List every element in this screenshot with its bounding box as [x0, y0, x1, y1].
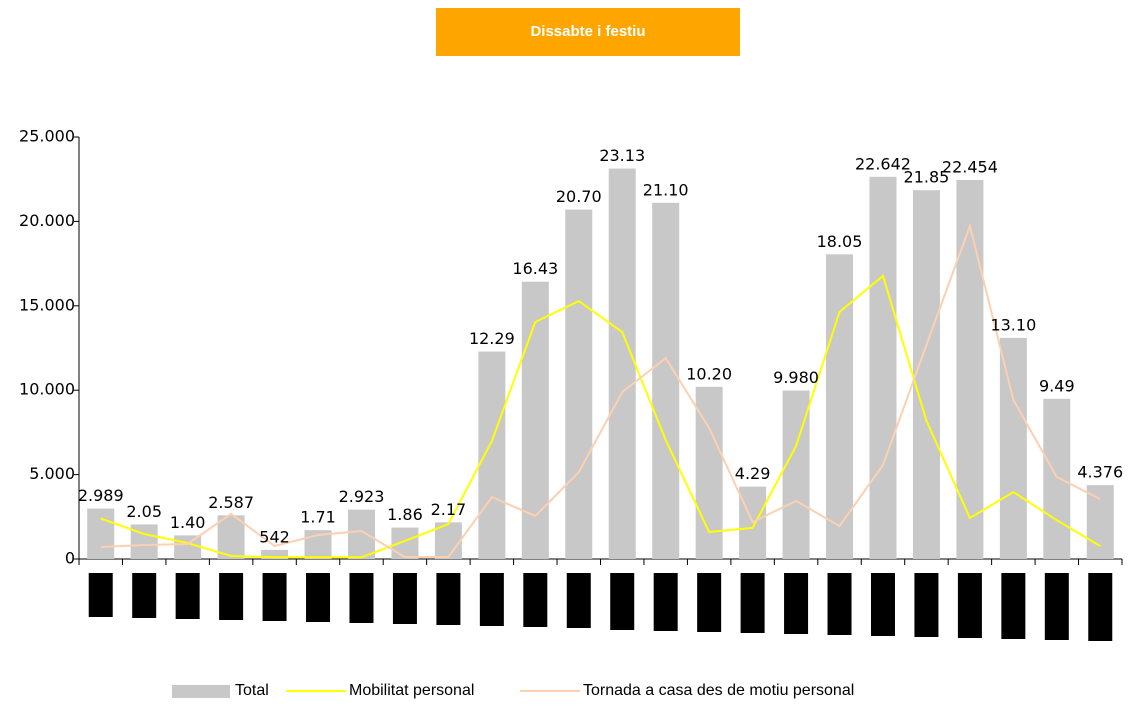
data-label: 1.71 — [300, 508, 336, 527]
bar — [174, 535, 202, 559]
data-label: 9.49 — [1039, 376, 1075, 395]
bar — [347, 509, 375, 559]
bar — [261, 549, 289, 559]
legend-label: Mobilitat personal — [349, 682, 474, 699]
bar — [956, 179, 984, 559]
data-label: 10.20 — [686, 364, 732, 383]
x-tick-label-block — [349, 573, 374, 623]
bar — [912, 190, 940, 559]
data-label: 21.85 — [904, 168, 950, 187]
x-tick-label-block — [1001, 573, 1026, 639]
bar — [565, 209, 593, 560]
x-tick-label-block — [566, 573, 591, 628]
x-tick-label-block — [610, 573, 635, 630]
data-label: 9.980 — [773, 368, 819, 387]
x-tick-label-block — [697, 573, 722, 632]
legend-swatch — [172, 685, 230, 698]
x-tick-label-block — [88, 573, 113, 617]
x-tick-label-block — [175, 573, 200, 619]
x-tick-label-block — [262, 573, 287, 621]
data-label: 2.17 — [431, 500, 467, 519]
bar — [87, 508, 115, 559]
x-tick-label-block — [957, 573, 982, 638]
data-label: 4.376 — [1077, 463, 1123, 482]
x-tick-label-block — [479, 573, 504, 626]
data-label: 1.40 — [170, 513, 206, 532]
x-tick-label-block — [1044, 573, 1069, 640]
x-tick-label-block — [219, 573, 244, 620]
data-label: 13.10 — [990, 315, 1036, 334]
data-label: 16.43 — [512, 259, 558, 278]
x-tick-label-block — [740, 573, 765, 633]
x-tick-label-block — [870, 573, 895, 636]
x-tick-label-block — [436, 573, 461, 625]
x-tick-label-block — [914, 573, 939, 637]
x-tick-label-block — [1088, 573, 1113, 641]
bar — [1043, 398, 1071, 559]
bar — [652, 202, 680, 559]
y-tick-label: 15.000 — [19, 295, 75, 314]
bar — [869, 176, 897, 559]
bar — [478, 351, 506, 559]
data-label: 18.05 — [817, 232, 863, 251]
bar — [999, 337, 1027, 559]
x-tick-label-block — [306, 573, 331, 622]
x-tick-label-block — [392, 573, 417, 624]
data-label: 22.642 — [855, 154, 911, 173]
bar — [1086, 485, 1114, 559]
x-tick-label-block — [523, 573, 548, 627]
bar — [391, 527, 419, 559]
y-tick-label: 0 — [65, 549, 75, 568]
line — [100, 222, 1101, 558]
title-box — [436, 8, 740, 56]
y-tick-label: 5.000 — [29, 464, 75, 483]
data-label: 23.13 — [599, 146, 645, 165]
data-label: 22.454 — [942, 157, 998, 176]
bar — [217, 515, 245, 559]
data-label: 4.29 — [735, 464, 771, 483]
data-label: 2.989 — [78, 486, 124, 505]
y-tick-label: 10.000 — [19, 380, 75, 399]
x-tick-label-block — [827, 573, 852, 635]
data-label: 20.70 — [556, 187, 602, 206]
line — [100, 274, 1101, 559]
x-tick-label-block — [784, 573, 809, 634]
data-label: 21.10 — [643, 180, 689, 199]
data-label: 12.29 — [469, 329, 515, 348]
x-tick-label-block — [653, 573, 678, 631]
data-label: 1.86 — [387, 505, 423, 524]
legend-label: Total — [235, 682, 269, 699]
y-tick-label: 20.000 — [19, 211, 75, 230]
chart-title: Dissabte i festiu — [530, 23, 645, 40]
y-tick-label: 25.000 — [19, 127, 75, 146]
data-label: 542 — [259, 527, 290, 546]
data-label: 2.05 — [126, 502, 162, 521]
legend-label: Tornada a casa des de motiu personal — [583, 682, 854, 699]
bar — [608, 168, 636, 559]
x-tick-label-block — [132, 573, 157, 618]
data-label: 2.923 — [339, 487, 385, 506]
data-label: 2.587 — [208, 493, 254, 512]
